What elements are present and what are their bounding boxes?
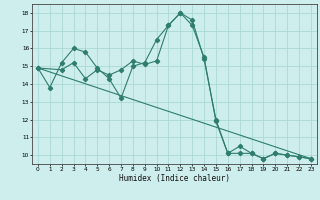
X-axis label: Humidex (Indice chaleur): Humidex (Indice chaleur) xyxy=(119,174,230,183)
